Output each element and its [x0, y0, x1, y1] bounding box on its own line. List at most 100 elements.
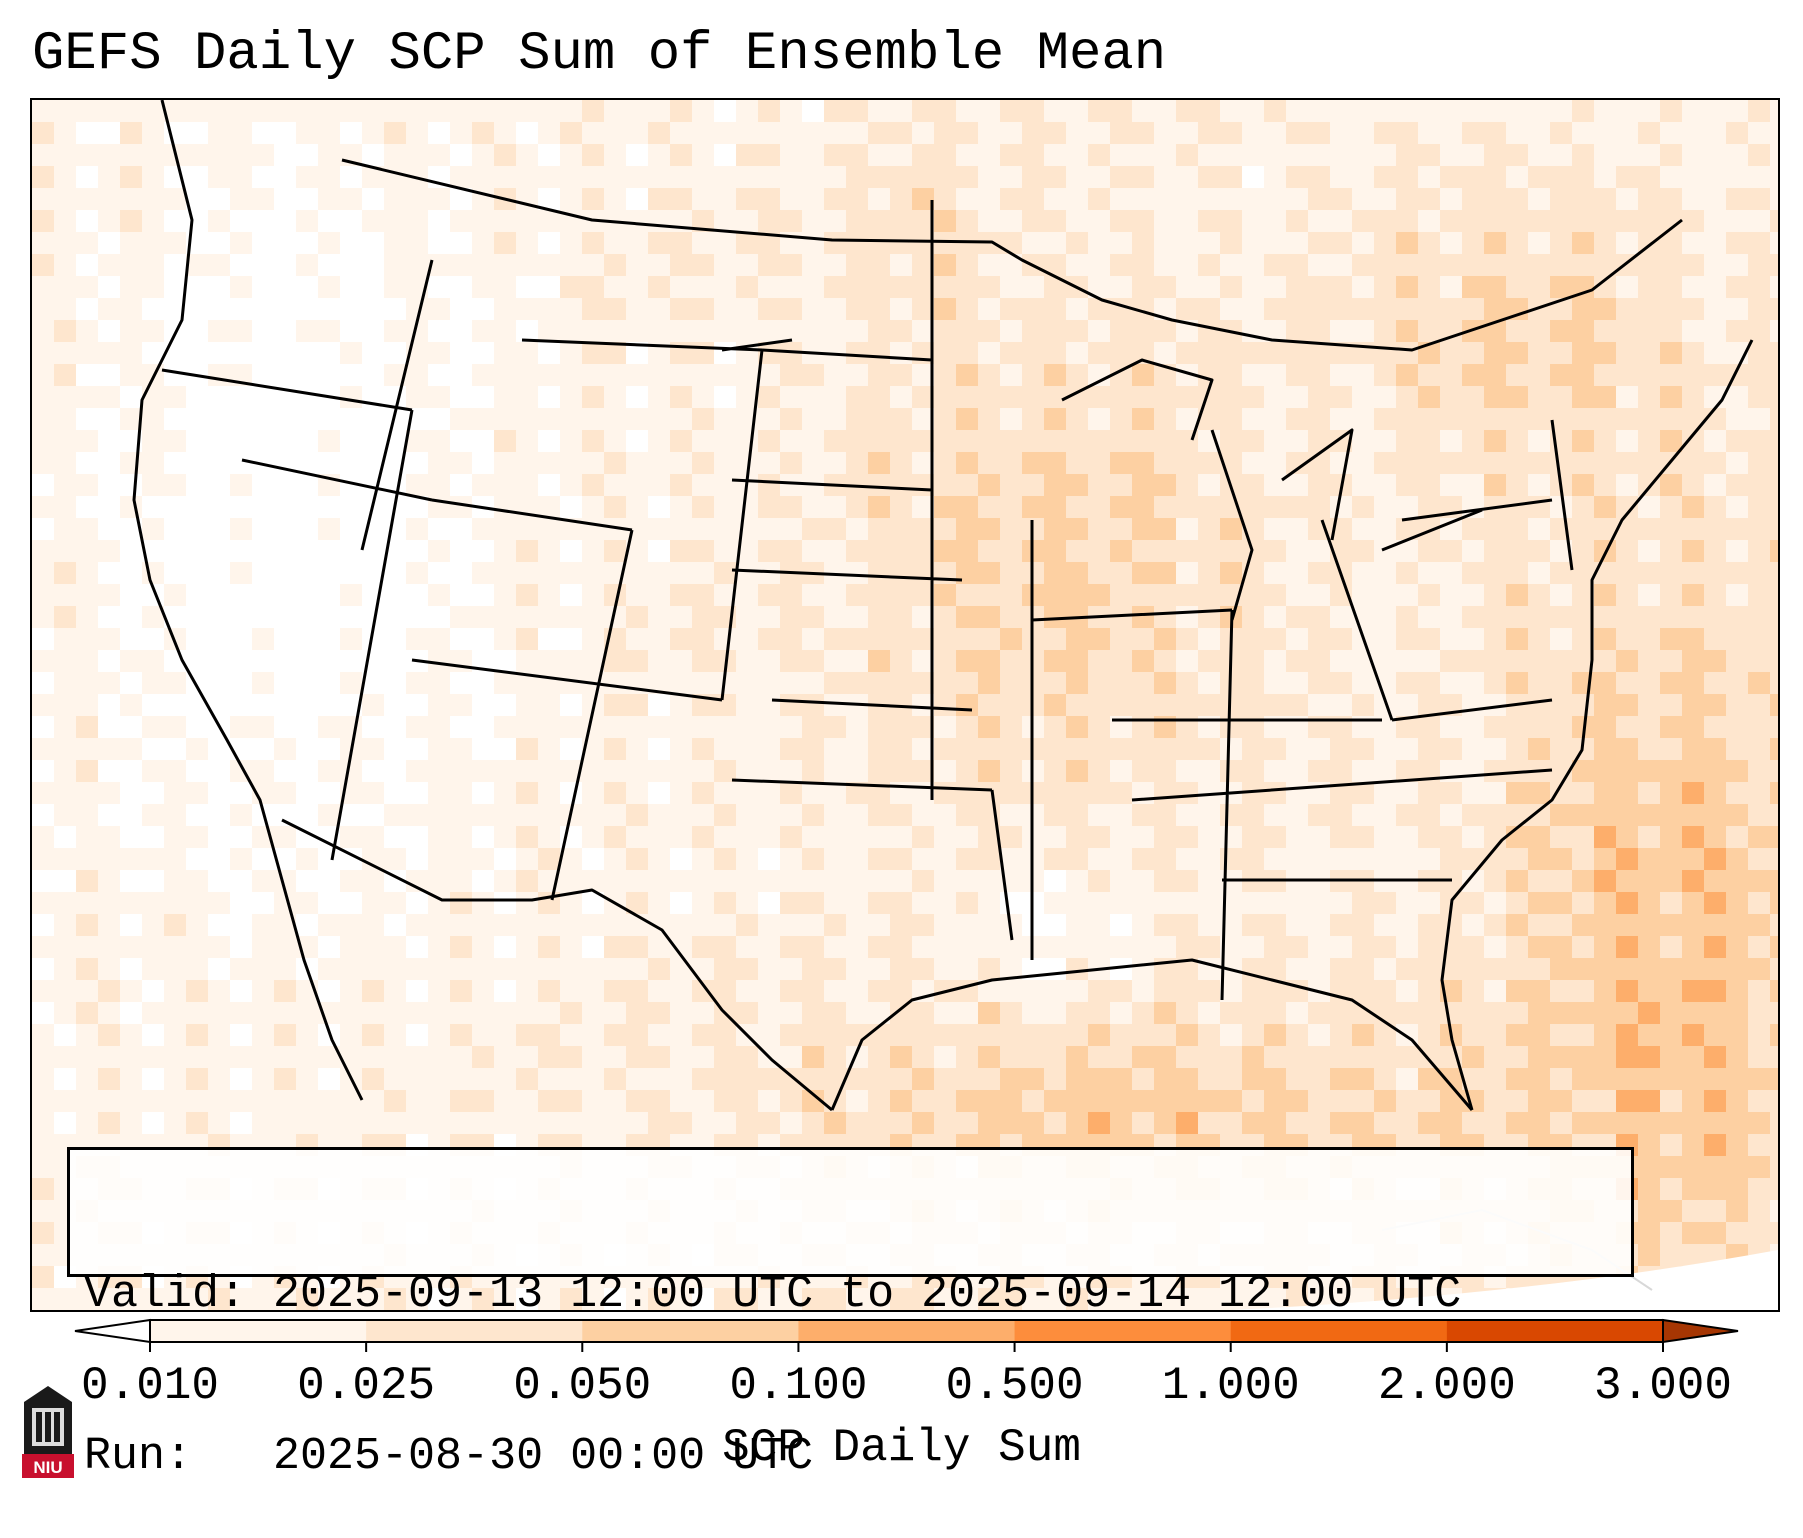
scp-grid-cell — [340, 694, 363, 717]
scp-grid-cell — [120, 232, 143, 255]
scp-grid-cell — [252, 980, 275, 1003]
scp-grid-cell — [1770, 870, 1778, 893]
scp-grid-cell — [736, 892, 759, 915]
scp-grid-cell — [1286, 232, 1309, 255]
scp-grid-cell — [1198, 342, 1221, 365]
scp-grid-cell — [516, 914, 539, 937]
scp-grid-cell — [208, 474, 231, 497]
scp-grid-cell — [120, 166, 143, 189]
scp-grid-cell — [164, 562, 187, 585]
scp-grid-cell — [978, 650, 1001, 673]
scp-grid-cell — [846, 144, 869, 167]
scp-grid-cell — [1550, 276, 1573, 299]
scp-grid-cell — [956, 144, 979, 167]
scp-grid-cell — [296, 1112, 319, 1135]
scp-grid-cell — [274, 364, 297, 387]
scp-grid-cell — [714, 144, 737, 167]
scp-grid-cell — [868, 848, 891, 871]
scp-grid-cell — [1726, 254, 1749, 277]
scp-grid-cell — [1594, 936, 1617, 959]
scp-grid-cell — [1550, 188, 1573, 211]
scp-grid-cell — [186, 782, 209, 805]
scp-grid-cell — [934, 386, 957, 409]
scp-grid-cell — [934, 518, 957, 541]
scp-grid-cell — [604, 342, 627, 365]
scp-grid-cell — [648, 760, 671, 783]
scp-grid-cell — [1484, 694, 1507, 717]
colorbar-tick-label: 1.000 — [1162, 1360, 1300, 1412]
scp-grid-cell — [1572, 364, 1595, 387]
scp-grid-cell — [758, 584, 781, 607]
scp-grid-cell — [494, 100, 517, 123]
scp-grid-cell — [1638, 826, 1661, 849]
scp-grid-cell — [384, 958, 407, 981]
scp-grid-cell — [318, 804, 341, 827]
scp-grid-cell — [1352, 254, 1375, 277]
scp-grid-cell — [1506, 870, 1529, 893]
scp-grid-cell — [1528, 980, 1551, 1003]
scp-grid-cell — [142, 298, 165, 321]
scp-grid-cell — [1726, 540, 1749, 563]
scp-grid-cell — [868, 1002, 891, 1025]
scp-grid-cell — [296, 210, 319, 233]
scp-grid-cell — [1242, 210, 1265, 233]
scp-grid-cell — [1748, 540, 1771, 563]
scp-grid-cell — [912, 584, 935, 607]
scp-grid-cell — [736, 1002, 759, 1025]
scp-grid-cell — [1726, 518, 1749, 541]
scp-grid-cell — [868, 452, 891, 475]
scp-grid-cell — [1572, 232, 1595, 255]
scp-grid-cell — [1110, 826, 1133, 849]
scp-grid-cell — [120, 1046, 143, 1069]
scp-grid-cell — [1220, 298, 1243, 321]
scp-grid-cell — [1770, 1090, 1778, 1113]
scp-grid-cell — [296, 452, 319, 475]
scp-grid-cell — [714, 782, 737, 805]
scp-grid-cell — [912, 738, 935, 761]
scp-grid-cell — [912, 848, 935, 871]
scp-grid-cell — [1748, 1046, 1771, 1069]
scp-grid-cell — [1198, 936, 1221, 959]
scp-grid-cell — [670, 254, 693, 277]
scp-grid-cell — [626, 694, 649, 717]
scp-grid-cell — [1242, 540, 1265, 563]
scp-field-layer — [32, 100, 1778, 1310]
scp-grid-cell — [98, 408, 121, 431]
scp-grid-cell — [340, 298, 363, 321]
scp-grid-cell — [230, 342, 253, 365]
scp-grid-cell — [1000, 1002, 1023, 1025]
scp-grid-cell — [824, 936, 847, 959]
scp-grid-cell — [670, 650, 693, 673]
scp-grid-cell — [626, 210, 649, 233]
scp-grid-cell — [1418, 100, 1441, 123]
scp-grid-cell — [1616, 100, 1639, 123]
scp-grid-cell — [54, 144, 77, 167]
scp-grid-cell — [626, 980, 649, 1003]
scp-grid-cell — [252, 1046, 275, 1069]
scp-grid-cell — [1286, 298, 1309, 321]
scp-grid-cell — [1330, 1046, 1353, 1069]
scp-grid-cell — [934, 936, 957, 959]
scp-grid-cell — [1000, 804, 1023, 827]
scp-grid-cell — [604, 518, 627, 541]
scp-grid-cell — [252, 760, 275, 783]
scp-grid-cell — [1594, 518, 1617, 541]
scp-grid-cell — [208, 870, 231, 893]
scp-grid-cell — [54, 320, 77, 343]
scp-grid-cell — [626, 276, 649, 299]
scp-grid-cell — [1616, 166, 1639, 189]
scp-grid-cell — [1572, 562, 1595, 585]
scp-grid-cell — [1330, 386, 1353, 409]
scp-grid-cell — [472, 1002, 495, 1025]
scp-grid-cell — [1418, 606, 1441, 629]
scp-grid-cell — [340, 914, 363, 937]
scp-grid-cell — [54, 826, 77, 849]
scp-grid-cell — [1132, 1046, 1155, 1069]
scp-grid-cell — [1264, 562, 1287, 585]
scp-grid-cell — [626, 848, 649, 871]
scp-grid-cell — [934, 760, 957, 783]
scp-grid-cell — [978, 254, 1001, 277]
scp-grid-cell — [1330, 738, 1353, 761]
scp-grid-cell — [758, 1024, 781, 1047]
scp-grid-cell — [1396, 144, 1419, 167]
